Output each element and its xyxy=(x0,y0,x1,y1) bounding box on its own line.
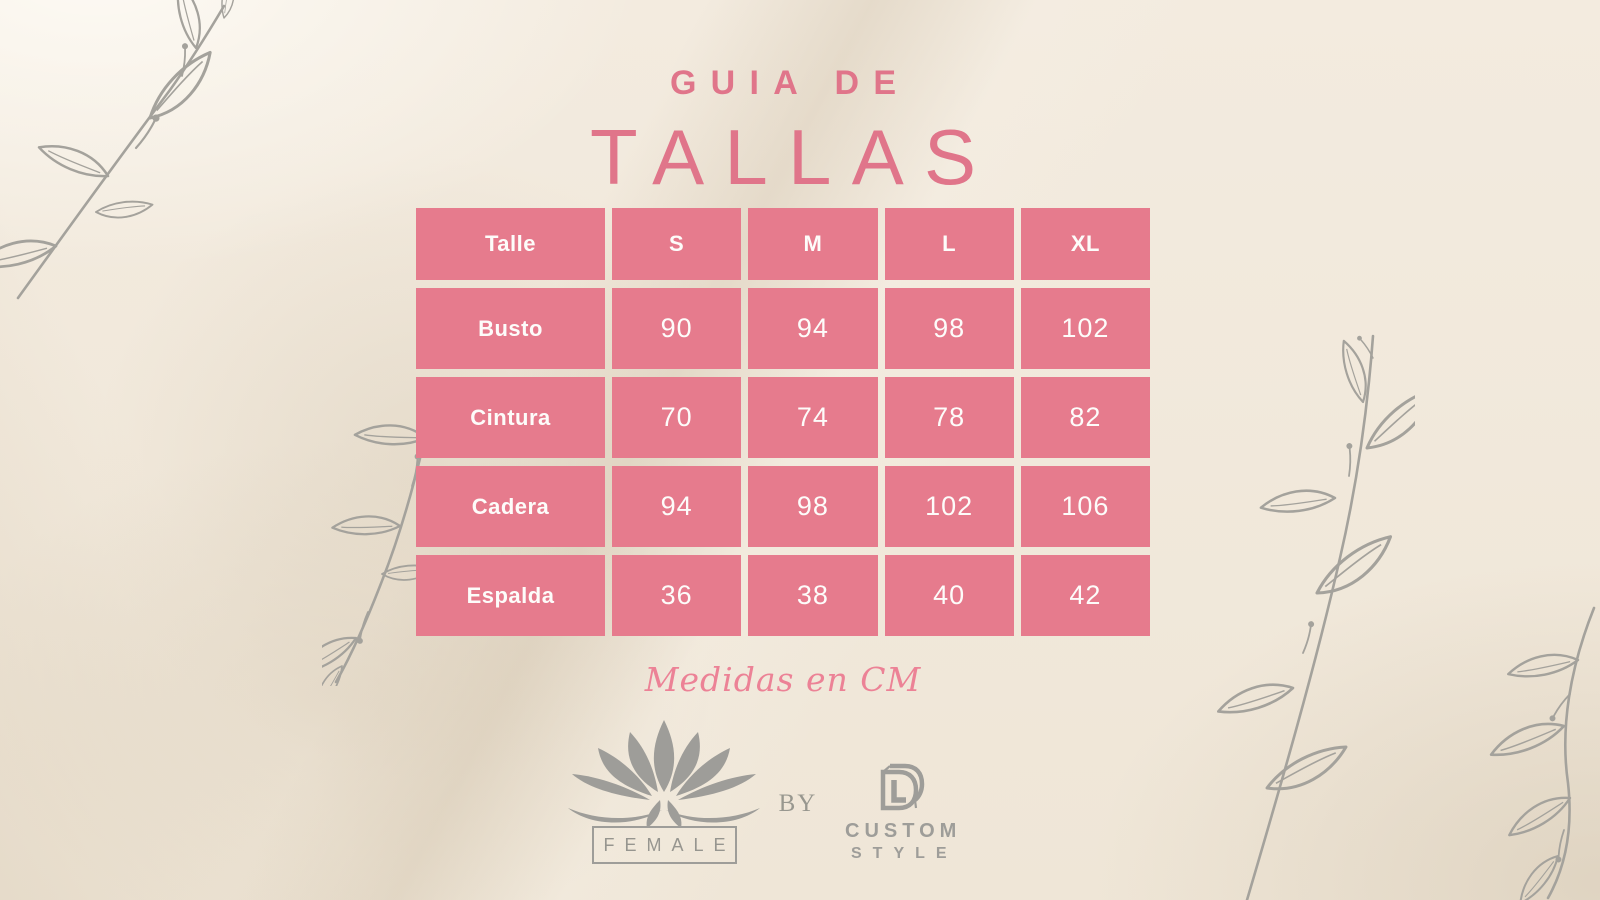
table-cell: 70 xyxy=(612,377,742,458)
custom-style-line2: STYLE xyxy=(851,845,958,862)
table-cell: 78 xyxy=(884,377,1014,458)
table-header-s: S xyxy=(612,208,742,280)
row-label-cadera: Cadera xyxy=(416,466,605,547)
table-cell: 40 xyxy=(884,555,1014,636)
lotus-flower-icon xyxy=(568,720,760,828)
table-cell: 36 xyxy=(612,555,742,636)
title-eyebrow: GUIA DE xyxy=(669,64,911,102)
leaf-branch-decoration-top-left xyxy=(0,0,248,300)
table-cell: 102 xyxy=(884,466,1014,547)
custom-style-monogram-icon xyxy=(880,763,925,811)
row-label-busto: Busto xyxy=(416,288,605,369)
table-cell: 94 xyxy=(748,288,878,369)
table-header-talle: Talle xyxy=(416,208,605,280)
table-cell: 102 xyxy=(1020,288,1150,369)
leaf-branch-decoration-bottom-right xyxy=(1489,606,1596,900)
custom-style-line1: CUSTOM xyxy=(845,820,962,842)
leaf-branch-decoration-right xyxy=(1216,334,1415,900)
custom-style-wordmark: CUSTOM STYLE xyxy=(840,820,956,863)
page-title: GUIA DE TALLAS xyxy=(416,64,1150,203)
table-cell: 42 xyxy=(1020,555,1150,636)
title-main: TALLAS xyxy=(589,113,997,201)
table-header-m: M xyxy=(748,208,878,280)
table-cell: 38 xyxy=(748,555,878,636)
row-label-cintura: Cintura xyxy=(416,377,605,458)
size-table: Talle S M L XL Busto 90 94 98 102 Cintur… xyxy=(416,208,1150,636)
female-logo-frame: FEMALE xyxy=(592,826,737,864)
table-cell: 106 xyxy=(1020,466,1150,547)
table-header-l: L xyxy=(884,208,1014,280)
table-cell: 94 xyxy=(612,466,742,547)
table-header-xl: XL xyxy=(1020,208,1150,280)
table-cell: 74 xyxy=(748,377,878,458)
row-label-espalda: Espalda xyxy=(416,555,605,636)
units-note: Medidas en CM xyxy=(644,660,922,699)
table-cell: 90 xyxy=(612,288,742,369)
table-cell: 98 xyxy=(748,466,878,547)
table-cell: 82 xyxy=(1020,377,1150,458)
table-cell: 98 xyxy=(884,288,1014,369)
female-logo-label: FEMALE xyxy=(603,834,736,855)
by-label: BY xyxy=(778,790,818,817)
